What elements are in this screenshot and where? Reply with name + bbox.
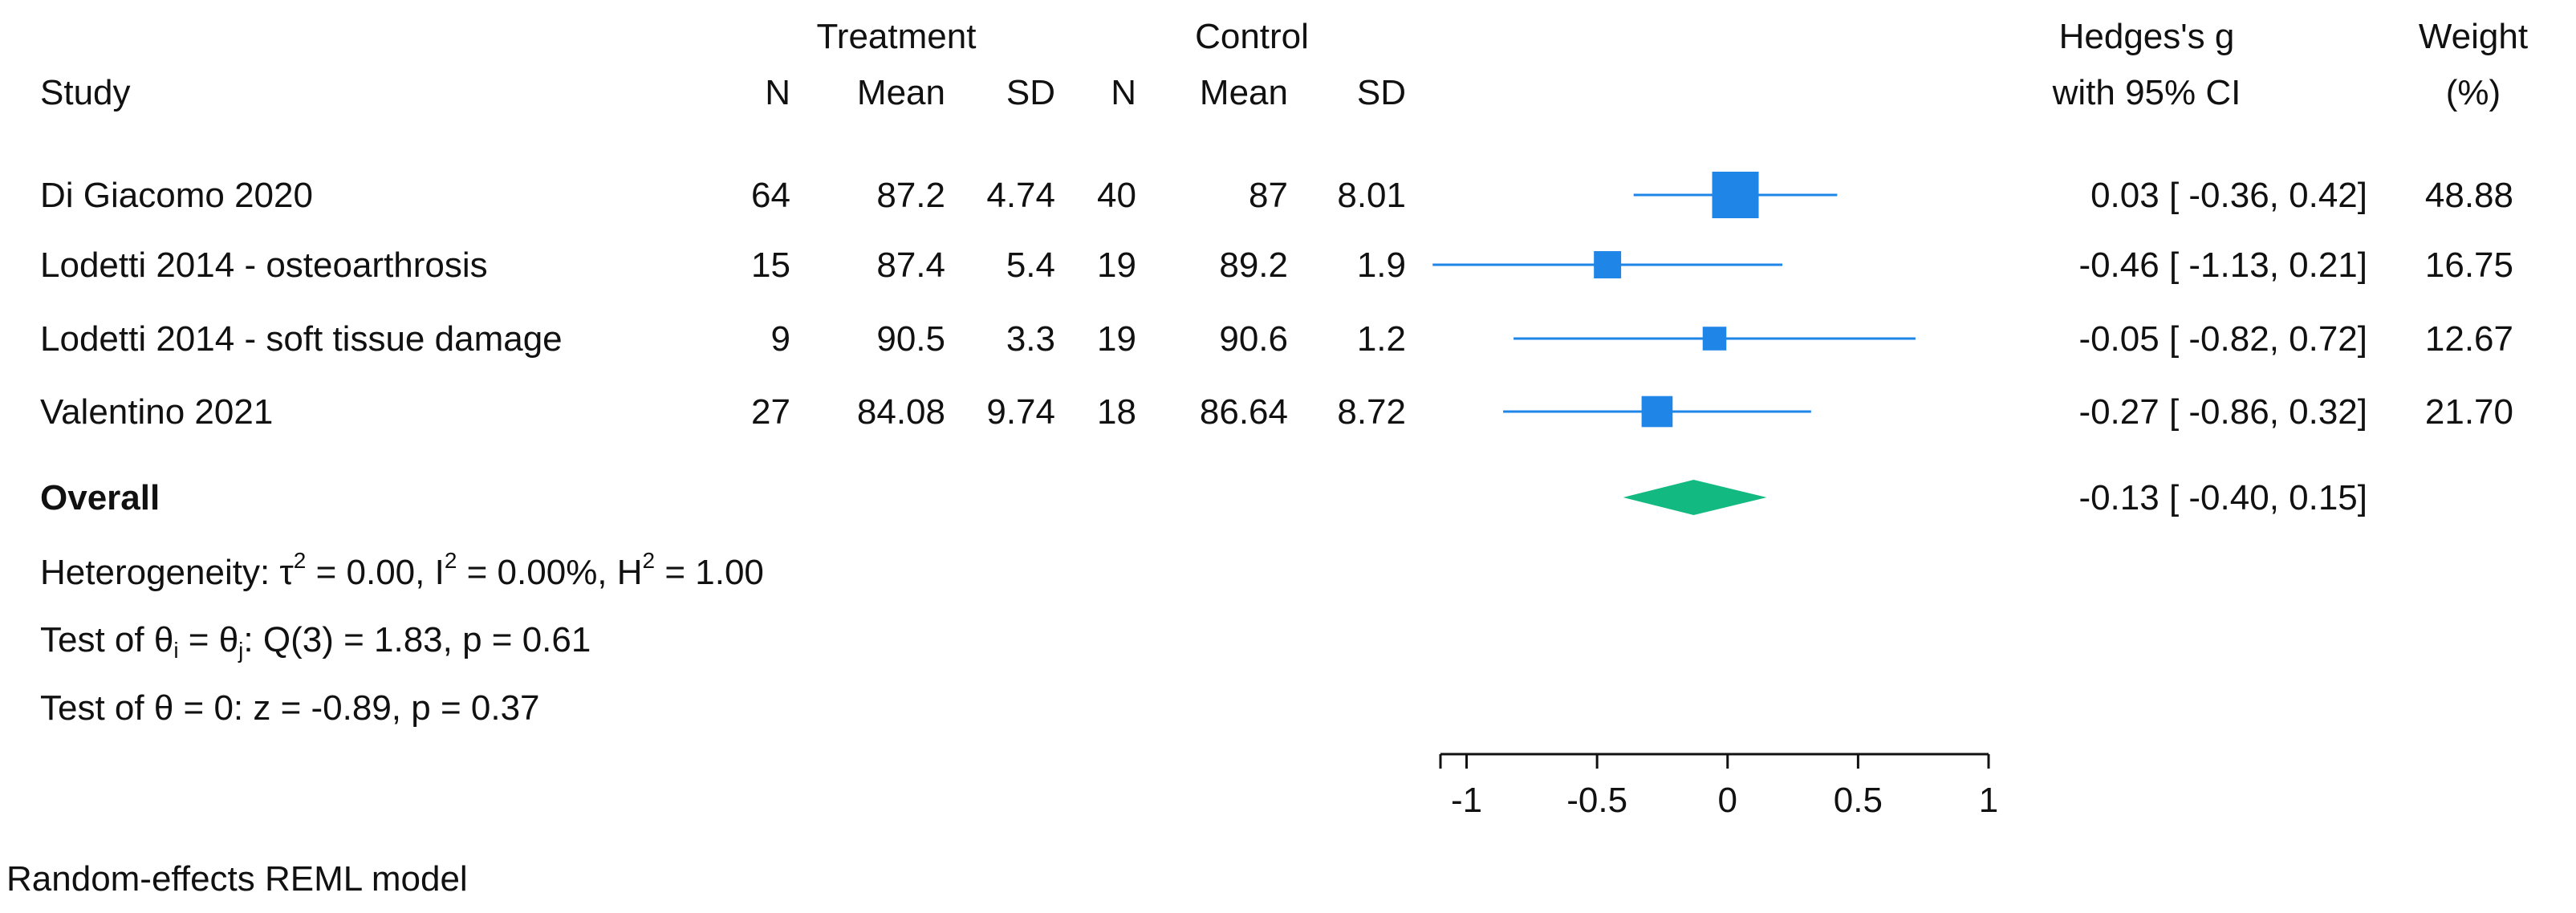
study-t-n: 15 (751, 245, 790, 285)
study-c-n: 18 (1097, 392, 1136, 432)
header-study: Study (40, 73, 131, 112)
study-t-n: 9 (771, 319, 790, 359)
x-axis-tick-label: -1 (1451, 781, 1482, 820)
study-ci-text: -0.05 [ -0.82, 0.72] (2078, 319, 2367, 359)
header-weight-line2: (%) (2446, 73, 2501, 112)
x-axis-tick-label: 0.5 (1834, 781, 1883, 820)
study-t-mean: 87.4 (876, 245, 945, 285)
study-t-mean: 84.08 (857, 392, 945, 432)
header-t-n: N (765, 73, 790, 112)
study-ci-text: -0.27 [ -0.86, 0.32] (2078, 392, 2367, 432)
test-zero-effect: Test of θ = 0: z = -0.89, p = 0.37 (40, 688, 540, 728)
study-name: Lodetti 2014 - osteoarthrosis (40, 245, 488, 285)
study-c-mean: 90.6 (1219, 319, 1288, 359)
study-t-mean: 87.2 (876, 176, 945, 215)
header-effect-line1: Hedges's g (2059, 17, 2235, 56)
study-c-sd: 1.9 (1357, 245, 1406, 285)
study-ci-text: 0.03 [ -0.36, 0.42] (2090, 176, 2367, 215)
study-name: Valentino 2021 (40, 392, 273, 432)
header-t-sd: SD (1006, 73, 1055, 112)
model-note: Random-effects REML model (6, 859, 468, 899)
study-effect-marker (1702, 327, 1727, 351)
header-c-n: N (1111, 73, 1136, 112)
x-axis-tick-label: -0.5 (1566, 781, 1627, 820)
study-name: Lodetti 2014 - soft tissue damage (40, 319, 563, 359)
study-c-sd: 1.2 (1357, 319, 1406, 359)
study-c-mean: 89.2 (1219, 245, 1288, 285)
study-c-sd: 8.01 (1337, 176, 1406, 215)
overall-label: Overall (40, 478, 160, 517)
header-effect-line2: with 95% CI (2052, 73, 2241, 112)
study-c-mean: 87 (1249, 176, 1288, 215)
header-treatment: Treatment (817, 17, 977, 56)
study-c-n: 19 (1097, 245, 1136, 285)
x-axis-ticks: -1 -0.5 0 0.5 1 (1439, 754, 1998, 820)
study-c-n: 40 (1097, 176, 1136, 215)
header-t-mean: Mean (857, 73, 945, 112)
study-rows: Di Giacomo 2020 64 87.2 4.74 40 87 8.01 0.03 [ … (40, 172, 2513, 432)
heterogeneity-stat: Heterogeneity: τ2 = 0.00, I2 = 0.00%, H2… (40, 548, 764, 592)
study-t-sd: 9.74 (986, 392, 1055, 432)
study-row: Di Giacomo 2020 64 87.2 4.74 40 87 8.01 0.03 [ … (40, 172, 2513, 218)
study-weight: 16.75 (2425, 245, 2513, 285)
study-t-n: 27 (751, 392, 790, 432)
overall-diamond (1623, 480, 1767, 515)
study-t-sd: 4.74 (986, 176, 1055, 215)
study-row: Lodetti 2014 - soft tissue damage 9 90.5 3.… (40, 319, 2513, 359)
header-control: Control (1195, 17, 1309, 56)
header-c-sd: SD (1357, 73, 1406, 112)
study-t-sd: 3.3 (1006, 319, 1055, 359)
study-t-sd: 5.4 (1006, 245, 1055, 285)
study-row: Lodetti 2014 - osteoarthrosis 15 87.4 5.4 19… (40, 245, 2513, 285)
study-t-mean: 90.5 (876, 319, 945, 359)
study-c-mean: 86.64 (1200, 392, 1288, 432)
x-axis-tick-label: 1 (1979, 781, 1998, 820)
study-weight: 12.67 (2425, 319, 2513, 359)
test-equal-effects: Test of θi = θj: Q(3) = 1.83, p = 0.61 (40, 620, 591, 663)
study-c-sd: 8.72 (1337, 392, 1406, 432)
study-effect-marker (1641, 396, 1673, 428)
study-c-n: 19 (1097, 319, 1136, 359)
overall-ci-text: -0.13 [ -0.40, 0.15] (2078, 478, 2367, 517)
study-weight: 21.70 (2425, 392, 2513, 432)
study-ci-text: -0.46 [ -1.13, 0.21] (2078, 245, 2367, 285)
x-axis-tick-label: 0 (1718, 781, 1737, 820)
study-weight: 48.88 (2425, 176, 2513, 215)
study-name: Di Giacomo 2020 (40, 176, 313, 215)
study-row: Valentino 2021 27 84.08 9.74 18 86.64 8.72 -0.2… (40, 392, 2513, 432)
study-t-n: 64 (751, 176, 790, 215)
study-effect-marker (1712, 172, 1759, 218)
header-weight-line1: Weight (2419, 17, 2528, 56)
study-effect-marker (1594, 251, 1622, 278)
header-c-mean: Mean (1200, 73, 1288, 112)
